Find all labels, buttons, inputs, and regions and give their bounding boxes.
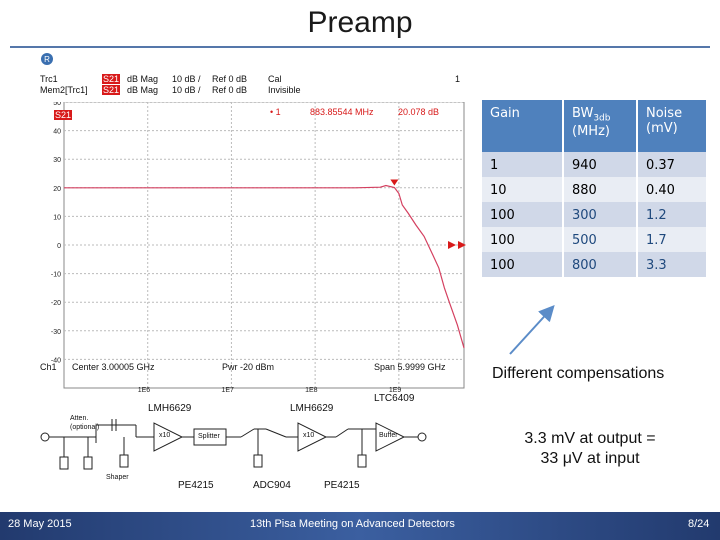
lmh6629-right-label: LMH6629 (290, 403, 334, 414)
atten-label: Atten. (70, 415, 89, 422)
x10-b-label: x10 (303, 432, 315, 439)
trace2-format: dB Mag (127, 85, 159, 95)
header-bw-subscript: 3db (593, 113, 611, 124)
frequency-response-plot: 50 40 30 20 10 0 -10 -20 -30 -40 1E6 1E7 1E8 1E9 (51, 102, 466, 394)
footer-date: 28 May 2015 (8, 518, 72, 530)
frequency-span: Span 5.9999 GHz (374, 362, 446, 372)
trace2-param: S21 (102, 85, 121, 95)
noise-result-input: 33 μV at input (540, 450, 640, 467)
header-bandwidth: BW3db (MHz) (563, 100, 638, 152)
header-gain: Gain (482, 100, 564, 152)
table-header-row: Gain BW3db (MHz) Noise (mV) (482, 100, 708, 152)
table-row: 100 300 1.2 (482, 202, 708, 227)
gain-cell: 10 (482, 177, 564, 202)
table-caption: Different compensations (492, 365, 665, 382)
y-tick-label: 10 (53, 214, 61, 221)
svg-text:R: R (44, 55, 50, 64)
noise-cell: 0.37 (637, 152, 708, 177)
bw-cell: 500 (563, 227, 638, 252)
trace1-ref: Ref 0 dB (212, 74, 248, 84)
y-tick-label: 0 (57, 243, 61, 250)
bw-cell: 880 (563, 177, 638, 202)
header-bw: BW (572, 106, 594, 121)
y-tick-label: -20 (51, 300, 61, 307)
trace1-name: Trc1 (40, 74, 58, 84)
gain-cell: 100 (482, 227, 564, 252)
marker-number: • 1 (270, 107, 281, 117)
x-tick-label: 1E6 (138, 387, 151, 394)
trace1-cal: Cal (268, 74, 282, 84)
gain-cell: 100 (482, 202, 564, 227)
table-row: 1 940 0.37 (482, 152, 708, 177)
s21-marker-label: S21 (54, 110, 73, 120)
splitter-label: Splitter (198, 433, 220, 440)
x10-a-label: x10 (159, 432, 171, 439)
pe4215-left-label: PE4215 (178, 480, 214, 491)
x-tick-label: 1E7 (221, 387, 234, 394)
noise-cell: 1.2 (637, 202, 708, 227)
table-row: 10 880 0.40 (482, 177, 708, 202)
header-bw-unit: (MHz) (572, 123, 610, 139)
noise-result-output: 3.3 mV at output = (524, 430, 656, 447)
header-noise: Noise (mV) (637, 100, 708, 152)
y-tick-label: 50 (53, 102, 61, 107)
ltc6409-label: LTC6409 (374, 393, 415, 404)
title-divider (10, 46, 710, 48)
noise-cell: 1.7 (637, 227, 708, 252)
y-tick-label: -40 (51, 357, 61, 364)
lmh6629-left-label: LMH6629 (148, 403, 192, 414)
footer-page-number: 8/24 (688, 518, 710, 530)
optional-label: (optional) (70, 424, 100, 431)
noise-cell: 0.40 (637, 177, 708, 202)
gain-cell: 1 (482, 152, 564, 177)
trace2-name: Mem2[Trc1] (40, 85, 88, 95)
marker-1-icon (390, 179, 399, 186)
trace2-cal: Invisible (268, 85, 301, 95)
trace1-scale: 10 dB / (172, 74, 201, 84)
marker-value: 20.078 dB (398, 107, 440, 117)
preamp-schematic: LMH6629 LMH6629 LTC6409 Atten. (optional… (36, 385, 476, 497)
ref-level-arrow-icon (448, 241, 456, 249)
bw-cell: 300 (563, 202, 638, 227)
y-tick-label: -30 (51, 329, 61, 336)
y-tick-label: 20 (53, 186, 61, 193)
header-noise-label: Noise (646, 106, 683, 121)
plot-area: 50 40 30 20 10 0 -10 -20 -30 -40 1E6 1E7 1E8 1E9 S21… (42, 102, 470, 394)
channel-number: 1 (455, 74, 461, 84)
table-row: 100 500 1.7 (482, 227, 708, 252)
bw-cell: 940 (563, 152, 638, 177)
channel-label: Ch1 (40, 362, 57, 372)
power-level: Pwr -20 dBm (222, 362, 275, 372)
buffer-label: Buffer (379, 432, 398, 439)
compensation-table: Gain BW3db (MHz) Noise (mV) 1 940 0.37 1… (482, 100, 708, 277)
trace1-param: S21 (102, 74, 121, 84)
gain-cell: 100 (482, 252, 564, 277)
pe4215-right-label: PE4215 (324, 480, 360, 491)
slide-title: Preamp (307, 6, 413, 39)
y-tick-label: 30 (53, 157, 61, 164)
trace2-ref: Ref 0 dB (212, 85, 248, 95)
footer-conference: 13th Pisa Meeting on Advanced Detectors (250, 518, 455, 530)
trace2-scale: 10 dB / (172, 85, 201, 95)
ref-level-arrow-icon (458, 241, 466, 249)
x-tick-label: 1E8 (305, 387, 318, 394)
network-analyzer-screen: R Trc1 S21 dB Mag 10 dB / Ref 0 dB Cal 1… (34, 52, 470, 394)
marker-frequency: 883.85544 MHz (310, 107, 374, 117)
y-tick-label: -10 (51, 272, 61, 279)
bw-cell: 800 (563, 252, 638, 277)
table-row: 100 800 3.3 (482, 252, 708, 277)
s21-trace (64, 184, 465, 349)
header-noise-unit: (mV) (646, 121, 678, 136)
adc904-label: ADC904 (253, 480, 291, 491)
center-frequency: Center 3.00005 GHz (72, 362, 155, 372)
shaper-label: Shaper (106, 474, 129, 481)
rohde-schwarz-logo-icon: R (41, 53, 53, 65)
schematic-drawing (40, 419, 427, 470)
footer-bar (0, 512, 720, 540)
pointer-arrow-icon (509, 305, 555, 355)
x-tick-label: 1E9 (389, 387, 402, 394)
noise-cell: 3.3 (637, 252, 708, 277)
y-tick-label: 40 (53, 129, 61, 136)
trace1-format: dB Mag (127, 74, 159, 84)
